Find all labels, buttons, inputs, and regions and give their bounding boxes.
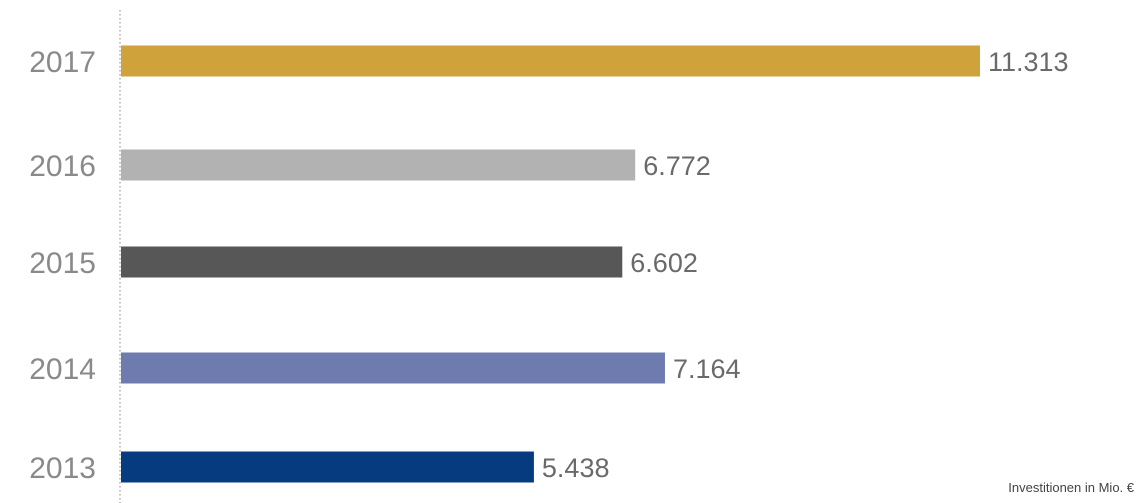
- category-label-2016: 2016: [29, 150, 96, 183]
- bar-2014: [121, 352, 665, 384]
- category-label-2015: 2015: [29, 247, 96, 280]
- category-label-2013: 2013: [29, 452, 96, 485]
- bar-2015: [121, 246, 623, 278]
- value-label-2015: 6.602: [630, 248, 698, 278]
- chart-footnote: Investitionen in Mio. €: [1008, 480, 1134, 495]
- bars-group: 2017 11.313 2016 6.772 2015 6.602 2014 7.164 201…: [29, 45, 1069, 485]
- bar-2013: [121, 451, 534, 483]
- category-label-2014: 2014: [29, 353, 96, 386]
- value-label-2017: 11.313: [988, 47, 1069, 77]
- bar-2017: [121, 45, 980, 77]
- value-label-2013: 5.438: [542, 453, 610, 483]
- value-label-2014: 7.164: [673, 354, 741, 384]
- bar-2016: [121, 149, 636, 181]
- value-label-2016: 6.772: [643, 151, 711, 181]
- category-label-2017: 2017: [29, 46, 96, 79]
